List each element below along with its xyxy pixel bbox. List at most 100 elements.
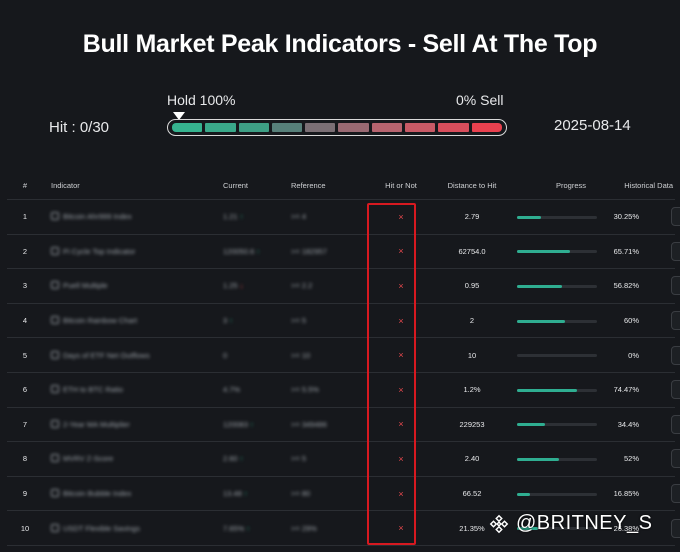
gauge-segment bbox=[271, 123, 303, 132]
historical-data-button[interactable] bbox=[671, 311, 680, 331]
indicator-name[interactable]: Days of ETF Net Outflows bbox=[43, 350, 215, 360]
indicator-label: Pi Cycle Top Indicator bbox=[63, 246, 136, 256]
table-row: 5 Days of ETF Net Outflows 0 >= 10 × 10 0% bbox=[7, 338, 680, 373]
indicator-label: Bitcoin Ahr999 Index bbox=[63, 212, 132, 222]
current-value-text: 120050.6 bbox=[223, 246, 255, 256]
indicator-icon bbox=[51, 385, 59, 394]
row-number: 3 bbox=[22, 281, 28, 291]
progress-fill bbox=[517, 215, 542, 219]
indicator-name[interactable]: Pi Cycle Top Indicator bbox=[43, 246, 215, 256]
progress-percent: 52% bbox=[623, 454, 639, 464]
reference-value: >= 2.2 bbox=[291, 281, 313, 291]
binance-logo-icon bbox=[489, 514, 509, 533]
current-value: 120050.6 ↑ bbox=[215, 247, 283, 256]
historical-data-cell bbox=[643, 311, 680, 331]
current-value-text: 1.25 bbox=[223, 281, 238, 291]
gauge-segment bbox=[238, 123, 269, 132]
current-value-text: 2.60 bbox=[223, 454, 238, 464]
progress-percent: 34.4% bbox=[617, 419, 639, 429]
historical-data-button[interactable] bbox=[671, 484, 680, 504]
progress-bar bbox=[509, 524, 603, 533]
reference-value: >= 5.5% bbox=[291, 385, 319, 395]
table-row: 7 2-Year MA Multiplier 120083 ↑ >= 349486 × 2… bbox=[7, 408, 680, 443]
indicator-icon bbox=[51, 523, 59, 532]
distance-to-hit: 66.52 bbox=[462, 489, 482, 499]
progress-track bbox=[517, 423, 597, 427]
table-row: 3 Puell Multiple 1.25 ↓ >= 2.2 × 0.95 56.82% bbox=[7, 269, 680, 304]
historical-data-cell bbox=[643, 484, 680, 504]
hit-status: × bbox=[367, 419, 435, 429]
reference-value: >= 29% bbox=[291, 523, 317, 533]
progress-track bbox=[517, 457, 597, 461]
trend-arrow-icon: ↑ bbox=[243, 489, 248, 499]
historical-data-button[interactable] bbox=[671, 345, 680, 365]
progress-bar bbox=[509, 454, 603, 463]
column-header: Current bbox=[223, 181, 249, 190]
indicator-name[interactable]: ETH to BTC Ratio bbox=[43, 385, 215, 394]
not-hit-icon: × bbox=[398, 488, 404, 499]
distance-to-hit: 2.79 bbox=[464, 212, 480, 222]
historical-data-button[interactable] bbox=[671, 380, 680, 400]
progress-fill bbox=[517, 423, 545, 427]
column-header: Indicator bbox=[51, 181, 80, 190]
gauge-segment bbox=[305, 123, 336, 132]
table-body: 1 Bitcoin Ahr999 Index 1.21 ↑ >= 4 × 2.79 30.2… bbox=[7, 200, 680, 546]
indicator-icon bbox=[51, 350, 59, 359]
historical-data-cell bbox=[643, 276, 680, 296]
indicator-name[interactable]: MVRV Z-Score bbox=[43, 454, 215, 463]
progress-fill bbox=[517, 492, 531, 496]
historical-data-button[interactable] bbox=[671, 241, 680, 261]
progress-track bbox=[517, 250, 597, 254]
trend-arrow-icon: ↓ bbox=[239, 281, 244, 291]
date-label: 2025-08-14 bbox=[554, 117, 631, 134]
historical-data-button[interactable] bbox=[671, 449, 680, 469]
historical-data-button[interactable] bbox=[671, 207, 680, 227]
distance-to-hit: 62754.0 bbox=[458, 246, 486, 256]
current-value-text: 4.7% bbox=[223, 385, 241, 395]
table-header: # Indicator Current Reference Hit or Not… bbox=[7, 172, 675, 200]
historical-data-cell bbox=[643, 345, 680, 365]
progress-bar bbox=[509, 247, 603, 256]
indicator-name[interactable]: Bitcoin Ahr999 Index bbox=[43, 212, 215, 221]
progress-bar bbox=[509, 420, 603, 429]
indicator-name[interactable]: USDT Flexible Savings bbox=[43, 523, 215, 533]
row-number: 1 bbox=[22, 212, 28, 222]
current-value: 4.7% bbox=[215, 385, 283, 394]
historical-data-button[interactable] bbox=[671, 414, 680, 434]
progress-bar bbox=[509, 281, 603, 290]
indicator-name[interactable]: Bitcoin Rainbow Chart bbox=[43, 316, 215, 325]
gauge-segment bbox=[338, 123, 369, 132]
page-title: Bull Market Peak Indicators - Sell At Th… bbox=[82, 30, 598, 58]
indicator-icon bbox=[51, 246, 59, 255]
table-row: 10 USDT Flexible Savings 7.65% ↑ >= 29% × 21.… bbox=[7, 511, 680, 546]
trend-arrow-icon: ↑ bbox=[250, 419, 254, 429]
historical-data-cell bbox=[643, 449, 680, 469]
progress-percent: 0% bbox=[628, 350, 639, 360]
historical-data-button[interactable] bbox=[671, 518, 680, 538]
hit-column-highlight bbox=[367, 203, 416, 545]
indicator-name[interactable]: Puell Multiple bbox=[43, 281, 215, 290]
indicator-label: Bitcoin Rainbow Chart bbox=[63, 316, 138, 326]
watermark-handle: @BRITNEY_S bbox=[516, 512, 653, 534]
historical-data-button[interactable] bbox=[671, 276, 680, 296]
progress-track bbox=[517, 388, 597, 392]
not-hit-icon: × bbox=[398, 523, 404, 534]
indicator-icon bbox=[51, 212, 59, 221]
current-value: 3 ↑ bbox=[215, 316, 283, 325]
current-value: 0 bbox=[215, 351, 283, 360]
indicator-name[interactable]: Bitcoin Bubble Index bbox=[43, 489, 215, 498]
gauge-segment bbox=[172, 123, 203, 132]
indicators-table: # Indicator Current Reference Hit or Not… bbox=[7, 172, 680, 546]
indicator-name[interactable]: 2-Year MA Multiplier bbox=[43, 419, 215, 429]
progress-bar bbox=[509, 489, 603, 498]
not-hit-icon: × bbox=[398, 246, 404, 257]
distance-to-hit: 2.40 bbox=[464, 454, 480, 464]
gauge-segment bbox=[438, 123, 469, 132]
trend-arrow-icon: ↑ bbox=[246, 523, 251, 533]
progress-track bbox=[517, 319, 597, 323]
progress-bar bbox=[509, 212, 603, 221]
indicator-icon bbox=[51, 419, 59, 428]
current-value: 7.65% ↑ bbox=[215, 524, 283, 533]
reference-value: >= 4 bbox=[291, 212, 307, 222]
trend-arrow-icon: ↑ bbox=[256, 246, 261, 256]
